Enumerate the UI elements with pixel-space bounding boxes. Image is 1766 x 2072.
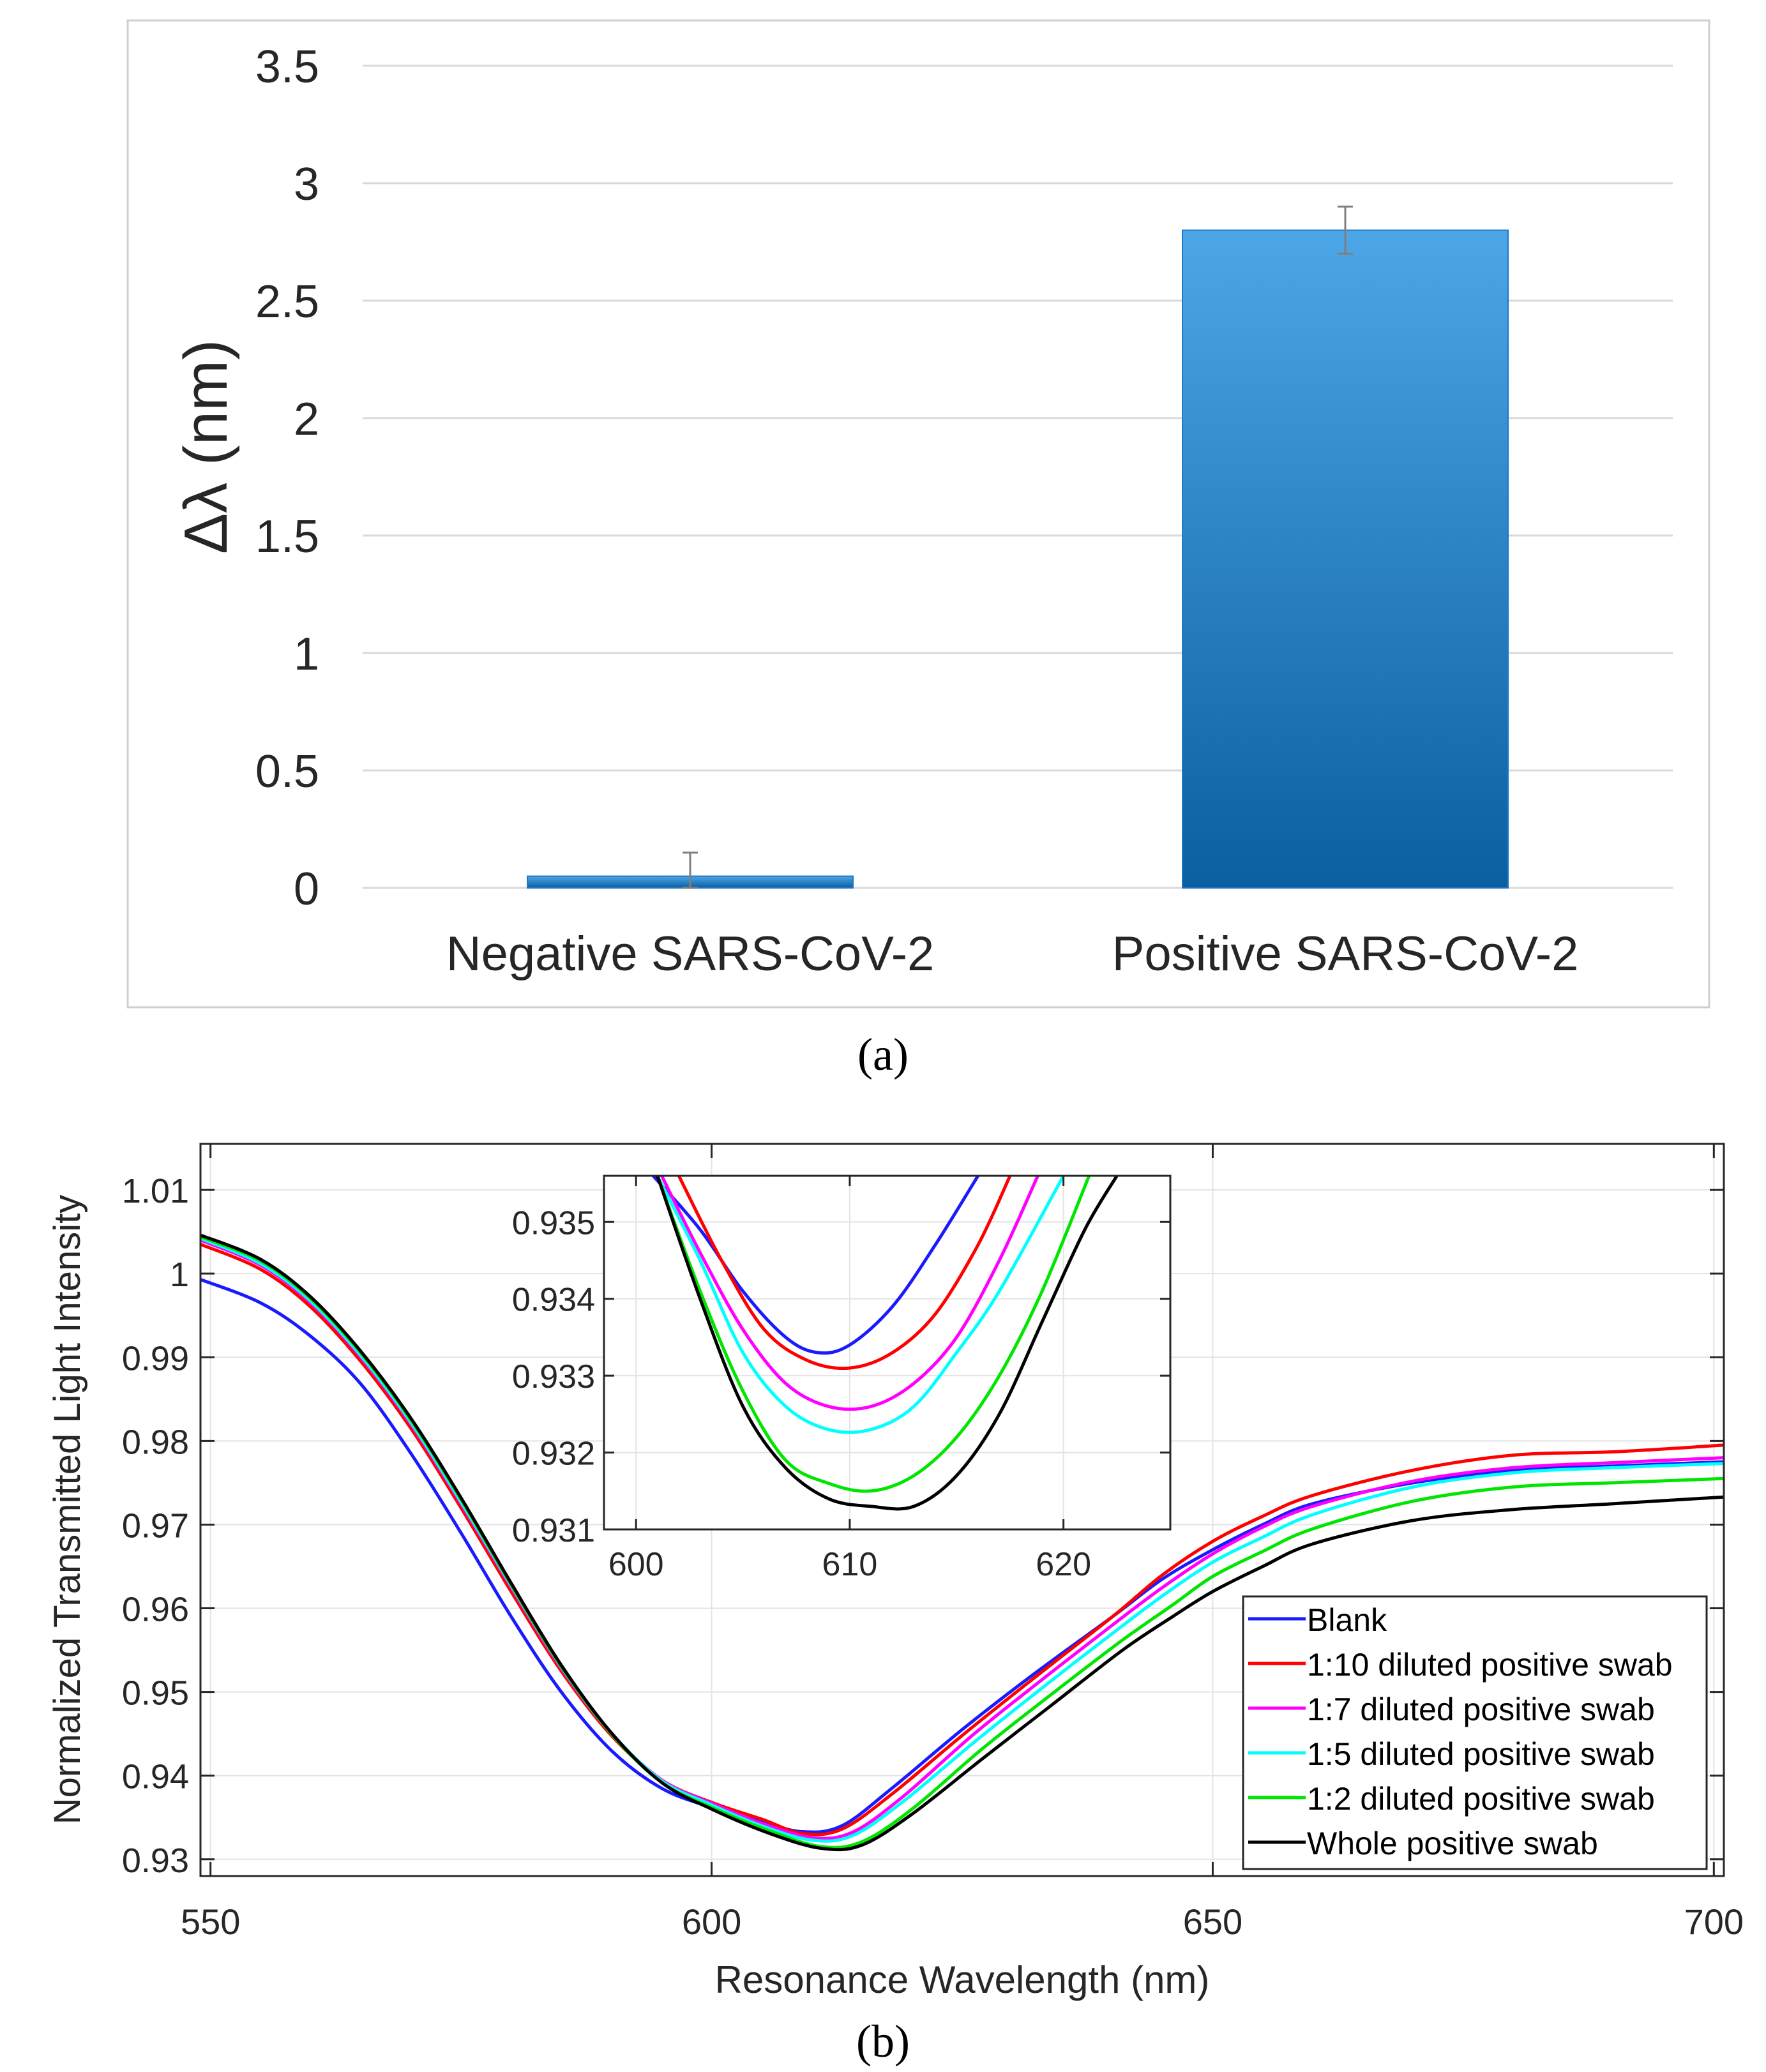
chart-a-y-tick-label: 0: [294, 864, 319, 915]
chart-b-x-tick-label: 700: [1684, 1902, 1744, 1942]
bar-chart-panel: 0 0.5 1 1.5 2 2.5 3 3.5 Negative SARS-CoV-2 Posi…: [126, 19, 1710, 1009]
chart-b-x-axis-label: Resonance Wavelength (nm): [715, 1958, 1210, 2001]
chart-a-y-tick-label: 3.5: [255, 41, 319, 93]
chart-a-bar: [1182, 229, 1509, 889]
chart-b-y-tick-label: 0.96: [122, 1591, 189, 1629]
chart-a-y-tick-label: 1: [294, 629, 319, 680]
chart-b-inset: 0.931 0.932 0.933 0.934 0.935 600 610 620: [512, 1175, 1172, 1583]
chart-a-y-tick-label: 3: [294, 159, 319, 210]
chart-b-x-tick-label: 550: [181, 1902, 240, 1942]
chart-b-y-tick-label: 0.99: [122, 1339, 189, 1378]
chart-b-y-tick-label: 0.98: [122, 1423, 189, 1461]
inset-series-line: [652, 1176, 979, 1355]
inset-plot-area: [604, 1176, 1170, 1529]
inset-x-tick-label: 600: [608, 1546, 664, 1583]
inset-series-line: [656, 1176, 1119, 1511]
chart-a-y-tick-label: 1.5: [255, 511, 319, 562]
chart-b-legend: Blank 1:10 diluted positive swab 1:7 dilut…: [1242, 1595, 1708, 1870]
inset-x-tick-label: 610: [822, 1546, 878, 1583]
legend-label: Blank: [1307, 1602, 1387, 1638]
inset-x-tick-labels: 600 610 620: [608, 1546, 1091, 1583]
inset-y-tick-label: 0.932: [512, 1436, 595, 1473]
inset-y-tick-label: 0.934: [512, 1282, 595, 1319]
inset-tick-marks: [604, 1176, 1170, 1531]
legend-label: Whole positive swab: [1307, 1826, 1598, 1861]
chart-b-axes-box: [199, 1143, 1725, 1877]
inset-series-line: [656, 1176, 1091, 1493]
chart-a-y-tick-label: 0.5: [255, 746, 319, 797]
chart-a-error-bars: [683, 206, 1353, 889]
chart-b-y-tick-label: 1.01: [122, 1172, 189, 1210]
panel-b-label: (b): [856, 2016, 910, 2067]
inset-y-tick-label: 0.933: [512, 1358, 595, 1395]
legend-label: 1:5 diluted positive swab: [1307, 1736, 1655, 1772]
legend-box: [1242, 1595, 1708, 1870]
inset-y-tick-label: 0.935: [512, 1205, 595, 1242]
inset-y-tick-label: 0.931: [512, 1512, 595, 1549]
chart-b-y-tick-label: 0.95: [122, 1674, 189, 1713]
inset-axes-box: [603, 1175, 1172, 1531]
inset-series-line: [677, 1176, 1012, 1370]
chart-a-y-tick-label: 2: [294, 394, 319, 445]
chart-a-x-tick-labels: Negative SARS-CoV-2 Positive SARS-CoV-2: [446, 927, 1579, 981]
chart-b-y-tick-labels: 0.93 0.94 0.95 0.96 0.97 0.98 0.99 1 1.01: [122, 1172, 189, 1880]
chart-a-x-tick-label: Positive SARS-CoV-2: [1112, 927, 1579, 981]
inset-x-tick-label: 620: [1036, 1546, 1091, 1583]
chart-b-y-tick-label: 0.97: [122, 1506, 189, 1545]
line-chart-panel: 0.93 0.94 0.95 0.96 0.97 0.98 0.99 1 1.01 550 600…: [47, 1143, 1744, 2001]
chart-b-x-tick-label: 650: [1183, 1902, 1242, 1942]
chart-b-y-tick-label: 0.93: [122, 1842, 189, 1880]
chart-b-tick-marks: [200, 1144, 1724, 1876]
chart-b-x-tick-labels: 550 600 650 700: [181, 1902, 1744, 1942]
chart-b-series-lines: [200, 1233, 1724, 1852]
legend-label: 1:2 diluted positive swab: [1307, 1781, 1655, 1817]
chart-b-y-tick-label: 0.94: [122, 1758, 189, 1796]
chart-b-y-axis-label: Normalized Transmitted Light Intensity: [47, 1195, 88, 1824]
chart-b-series-line: [200, 1242, 1724, 1836]
chart-a-y-tick-label: 2.5: [255, 276, 319, 327]
inset-series-line: [660, 1176, 1039, 1411]
inset-series-lines: [652, 1176, 1119, 1511]
chart-a-bars: [527, 229, 1509, 889]
chart-b-series-line: [200, 1233, 1724, 1852]
chart-b-y-tick-label: 1: [170, 1256, 189, 1294]
chart-a-y-axis-label: Δλ (nm): [172, 340, 240, 554]
chart-a-x-tick-label: Negative SARS-CoV-2: [446, 927, 935, 981]
inset-series-line: [656, 1176, 1065, 1434]
legend-label: 1:10 diluted positive swab: [1307, 1647, 1673, 1683]
inset-y-tick-labels: 0.931 0.932 0.933 0.934 0.935: [512, 1205, 595, 1549]
legend-label: 1:7 diluted positive swab: [1307, 1692, 1655, 1727]
panel-a-label: (a): [857, 1029, 909, 1080]
chart-b-x-tick-label: 600: [682, 1902, 741, 1942]
chart-a-y-tick-labels: 0 0.5 1 1.5 2 2.5 3 3.5: [255, 41, 319, 915]
